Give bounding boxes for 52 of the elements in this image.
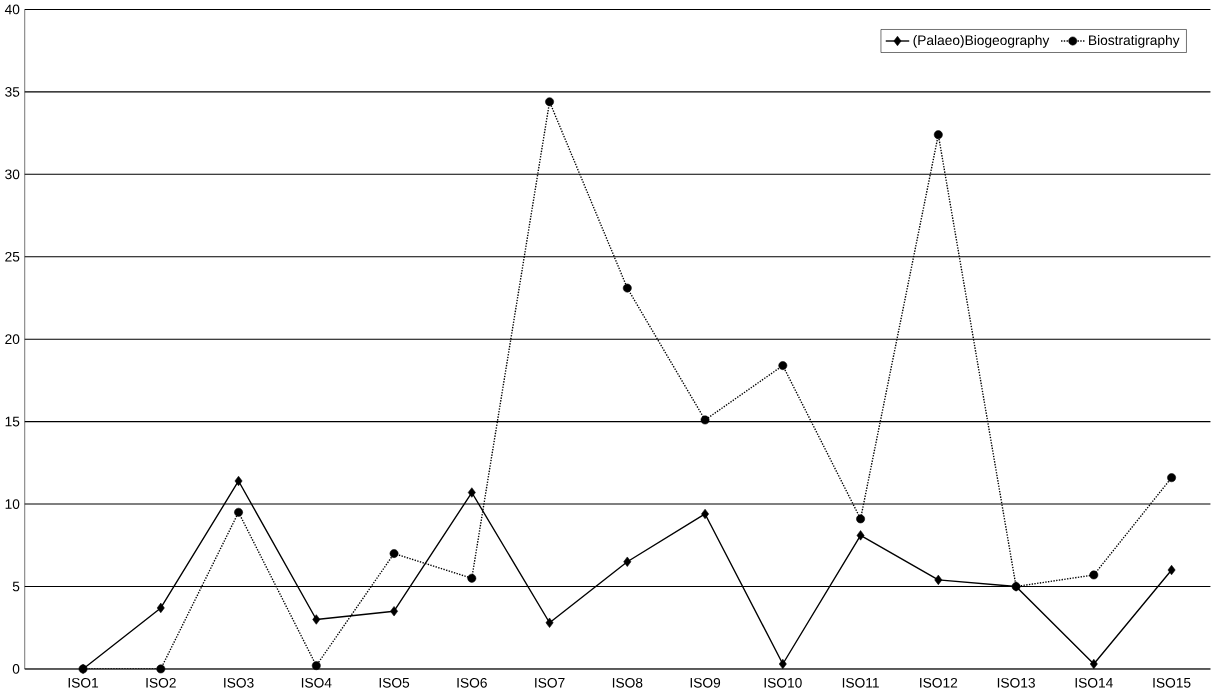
x-tick-label: ISO11	[842, 677, 879, 688]
point	[1089, 658, 1098, 669]
point	[934, 574, 943, 585]
x-tick-label: ISO13	[997, 677, 1035, 688]
x-tick-label: ISO8	[612, 677, 643, 688]
x-tick-label: ISO2	[146, 677, 176, 688]
x-tick-label: ISO12	[920, 677, 958, 688]
point	[933, 130, 943, 140]
point	[545, 617, 554, 628]
point	[234, 475, 243, 486]
point	[701, 508, 709, 519]
x-tick-label: ISO10	[764, 677, 802, 688]
point	[700, 415, 710, 425]
point	[234, 507, 243, 517]
point	[1167, 473, 1176, 482]
point	[467, 573, 477, 583]
point	[856, 530, 865, 541]
y-tick-label: 40	[4, 4, 20, 15]
legend-label: Biostratigraphy	[1089, 34, 1180, 48]
x-tick-label: ISO1	[68, 677, 99, 688]
point	[390, 606, 398, 617]
x-tick-label: ISO5	[379, 677, 410, 688]
x-tick-label: ISO3	[224, 677, 254, 688]
y-tick-label: 15	[5, 416, 20, 427]
point	[1167, 564, 1176, 575]
y-tick-label: 5	[12, 581, 20, 592]
point	[778, 361, 788, 370]
x-tick-label: ISO15	[1153, 677, 1191, 688]
x-tick-label: ISO9	[690, 677, 721, 688]
y-tick-label: 35	[5, 86, 20, 97]
point	[467, 487, 476, 498]
point	[545, 97, 554, 107]
point	[623, 556, 632, 567]
y-tick-label: 20	[5, 334, 20, 344]
legend-label: (Palaeo)Biogeography	[913, 34, 1050, 48]
point	[856, 514, 865, 524]
x-tick-label: ISO7	[535, 677, 565, 688]
x-tick-label: ISO4	[301, 677, 332, 688]
point	[312, 614, 321, 625]
point	[156, 602, 165, 613]
point	[311, 661, 321, 670]
point	[778, 658, 787, 669]
point	[389, 549, 399, 558]
point	[622, 283, 632, 293]
y-tick-label: 0	[12, 663, 20, 674]
point	[1089, 570, 1099, 580]
y-tick-label: 30	[5, 169, 20, 180]
x-tick-label: ISO6	[457, 677, 487, 688]
y-tick-label: 10	[5, 499, 20, 509]
point	[156, 664, 166, 674]
x-tick-label: ISO14	[1075, 677, 1113, 688]
y-tick-label: 25	[5, 251, 20, 262]
